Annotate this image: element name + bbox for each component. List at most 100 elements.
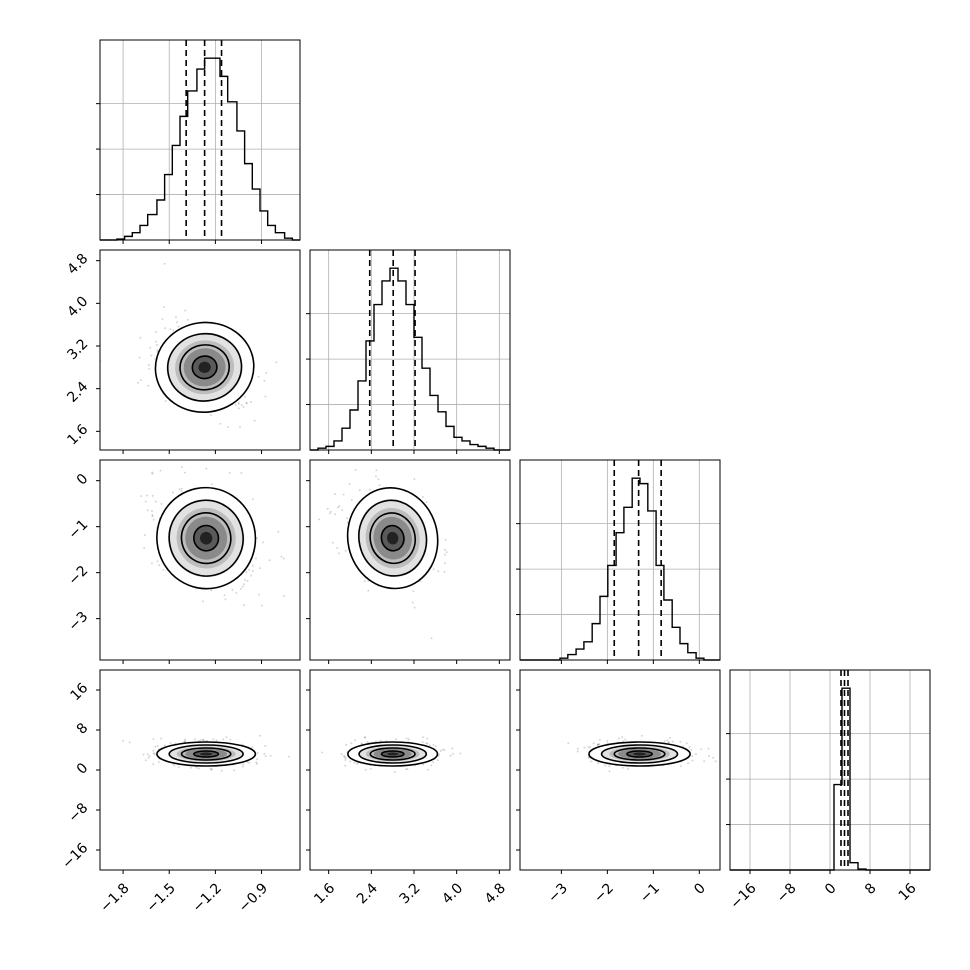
sample-point bbox=[338, 505, 341, 508]
sample-point bbox=[679, 740, 682, 743]
sample-point bbox=[348, 482, 351, 485]
sample-point bbox=[242, 604, 245, 607]
sample-point bbox=[248, 568, 251, 571]
contour-3 bbox=[180, 747, 232, 761]
sample-point bbox=[151, 472, 154, 475]
sample-point bbox=[663, 740, 666, 743]
sample-point bbox=[159, 469, 162, 472]
sample-point bbox=[342, 493, 345, 496]
y-tick-label: 2.4 bbox=[64, 379, 91, 406]
hist-panel-4 bbox=[726, 669, 931, 874]
hist-1-outline bbox=[100, 57, 300, 241]
sample-point bbox=[233, 769, 236, 772]
sample-point bbox=[231, 588, 234, 591]
sample-point bbox=[264, 755, 267, 758]
sample-point bbox=[321, 751, 324, 754]
sample-point bbox=[344, 757, 347, 760]
sample-point bbox=[144, 500, 147, 503]
sample-point bbox=[265, 371, 268, 374]
contour-4 bbox=[380, 750, 405, 758]
sample-point bbox=[589, 746, 592, 748]
sample-point bbox=[432, 743, 435, 746]
sample-point bbox=[368, 488, 371, 491]
sample-point bbox=[147, 384, 150, 387]
contour-1 bbox=[347, 741, 439, 767]
x-tick-label: 2.4 bbox=[354, 880, 381, 907]
sample-point bbox=[152, 749, 155, 752]
sample-point bbox=[160, 737, 163, 740]
sample-point bbox=[363, 580, 366, 583]
sample-point bbox=[587, 746, 590, 749]
sample-point bbox=[248, 761, 251, 764]
sample-point bbox=[668, 736, 671, 739]
sample-point bbox=[184, 738, 187, 741]
sample-point bbox=[164, 327, 167, 330]
x-tick-label: 1.6 bbox=[311, 880, 338, 907]
sample-point bbox=[220, 769, 223, 772]
sample-point bbox=[350, 498, 353, 501]
y-tick-label: −16 bbox=[59, 840, 91, 872]
sample-point bbox=[622, 740, 625, 743]
x-tick-label: 16 bbox=[896, 880, 920, 904]
sample-point bbox=[337, 552, 340, 555]
sample-point bbox=[597, 762, 599, 765]
sample-point bbox=[244, 396, 246, 398]
sample-point bbox=[679, 765, 682, 768]
sample-point bbox=[280, 555, 283, 558]
sample-point bbox=[151, 471, 154, 474]
sample-point bbox=[606, 740, 609, 742]
x-tick-label: 0 bbox=[691, 880, 709, 898]
sample-point bbox=[360, 742, 363, 745]
sample-point bbox=[243, 578, 246, 581]
sample-point bbox=[449, 754, 452, 757]
sample-point bbox=[156, 560, 159, 563]
sample-point bbox=[366, 741, 369, 743]
hist-1-frame bbox=[99, 39, 301, 241]
sample-point bbox=[567, 742, 570, 745]
sample-point bbox=[413, 606, 416, 609]
sample-point bbox=[690, 748, 693, 751]
sample-point bbox=[162, 568, 165, 571]
x-tick-label: −2 bbox=[591, 880, 617, 906]
sample-point bbox=[209, 414, 212, 416]
sample-point bbox=[241, 585, 244, 588]
contour-1 bbox=[156, 741, 257, 767]
sample-point bbox=[147, 756, 150, 759]
sample-point bbox=[597, 743, 600, 746]
sample-point bbox=[707, 755, 710, 758]
density-level-6 bbox=[200, 752, 213, 756]
panel-4-3 bbox=[516, 669, 721, 874]
y-tick-label: 4.8 bbox=[64, 251, 91, 278]
y-tick-label: −2 bbox=[66, 563, 92, 589]
density-level-6 bbox=[199, 531, 213, 545]
sample-point bbox=[596, 743, 599, 746]
panel-4-2-frame bbox=[309, 669, 511, 871]
sample-point bbox=[151, 515, 154, 518]
sample-point bbox=[379, 739, 382, 742]
sample-point bbox=[598, 743, 601, 746]
sample-point bbox=[369, 767, 372, 770]
sample-point bbox=[367, 589, 370, 592]
sample-point bbox=[576, 747, 579, 750]
sample-point bbox=[256, 752, 259, 754]
sample-point bbox=[395, 738, 398, 741]
contour-4 bbox=[626, 750, 653, 758]
sample-point bbox=[228, 471, 231, 474]
sample-point bbox=[150, 562, 153, 565]
sample-point bbox=[277, 530, 280, 533]
sample-point bbox=[235, 591, 238, 594]
density-level-6 bbox=[633, 752, 646, 756]
sample-point bbox=[443, 549, 446, 551]
contour-2 bbox=[168, 744, 244, 764]
panel-3-1 bbox=[96, 459, 301, 664]
sample-point bbox=[122, 739, 125, 742]
sample-point bbox=[157, 761, 160, 763]
sample-point bbox=[624, 738, 627, 741]
contour-4 bbox=[193, 750, 220, 758]
x-tick-label: 3.2 bbox=[397, 880, 424, 907]
sample-point bbox=[155, 331, 158, 333]
sample-point bbox=[691, 755, 694, 757]
sample-point bbox=[329, 510, 332, 513]
sample-point bbox=[223, 594, 226, 597]
sample-point bbox=[202, 739, 205, 742]
